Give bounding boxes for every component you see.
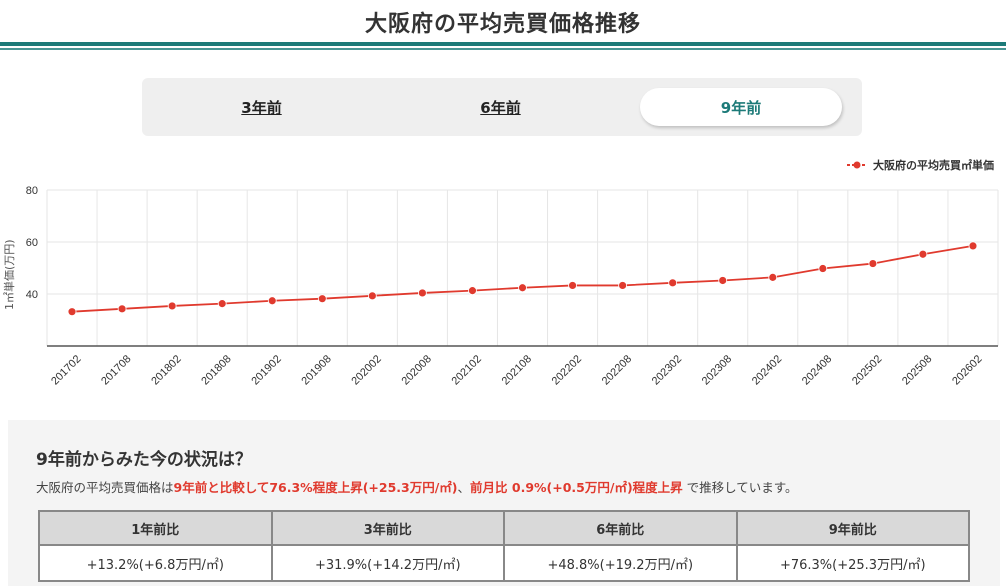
y-tick-label: 80 <box>26 185 38 197</box>
header-6y: 6年前比 <box>503 510 738 546</box>
summary-suffix: で推移しています。 <box>682 480 798 495</box>
x-tick-label: 201802 <box>149 353 183 387</box>
summary-title: 9年前からみた今の状況は？ <box>36 450 252 470</box>
data-point[interactable] <box>417 288 427 298</box>
tab-9-years[interactable]: 9年前 <box>640 88 842 126</box>
x-tick-label: 202502 <box>850 353 884 387</box>
data-point[interactable] <box>67 307 77 317</box>
data-point[interactable] <box>217 299 227 309</box>
x-tick-label: 202308 <box>700 353 734 387</box>
table-row: +13.2%(+6.8万円/㎡) +31.9%(+14.2万円/㎡) +48.8… <box>38 544 970 582</box>
data-point[interactable] <box>718 276 728 285</box>
x-tick-label: 202302 <box>650 353 684 387</box>
value-9y: +76.3%(+25.3万円/㎡) <box>735 544 970 582</box>
data-point[interactable] <box>267 296 277 306</box>
x-tick-label: 201708 <box>99 353 133 387</box>
header-9y: 9年前比 <box>735 510 970 546</box>
data-point[interactable] <box>117 304 127 314</box>
data-point[interactable] <box>918 249 928 259</box>
x-tick-label: 202202 <box>550 353 584 387</box>
data-point[interactable] <box>768 272 778 282</box>
x-tick-label: 201808 <box>199 353 233 387</box>
header-3y: 3年前比 <box>270 510 505 546</box>
data-point[interactable] <box>618 281 628 290</box>
chart-area: 大阪府の平均売買㎡単価 1㎡単価(万円) 40 60 80 201702 201708 2… <box>0 150 1006 400</box>
summary-separator: 、 <box>457 480 471 495</box>
summary-highlight-9y: 9年前と比較して76.3%程度上昇(+25.3万円/㎡) <box>173 480 458 495</box>
legend-line-marker-icon <box>847 161 867 169</box>
data-point[interactable] <box>968 241 978 251</box>
data-point[interactable] <box>868 259 878 268</box>
value-3y: +31.9%(+14.2万円/㎡) <box>270 544 505 582</box>
page-title: 大阪府の平均売買価格推移 <box>364 12 641 37</box>
data-point[interactable] <box>818 264 828 273</box>
data-point[interactable] <box>317 294 327 304</box>
x-tick-label: 202208 <box>600 353 634 387</box>
x-tick-label: 201908 <box>299 353 333 387</box>
summary-highlight-month: 前月比 0.9%(+0.5万円/㎡)程度上昇 <box>470 480 683 495</box>
value-6y: +48.8%(+19.2万円/㎡) <box>503 544 738 582</box>
x-tick-label: 202008 <box>400 353 434 387</box>
legend-label: 大阪府の平均売買㎡単価 <box>873 159 994 172</box>
data-point[interactable] <box>668 278 678 288</box>
data-point[interactable] <box>468 286 477 296</box>
x-tick-label: 202108 <box>500 353 534 387</box>
data-point[interactable] <box>167 301 177 311</box>
data-point[interactable] <box>568 281 577 290</box>
x-tick-label: 202102 <box>450 353 484 387</box>
table-header-row: 1年前比 3年前比 6年前比 9年前比 <box>38 510 970 546</box>
x-tick-label: 202408 <box>800 353 834 387</box>
x-tick-label: 202002 <box>349 353 383 387</box>
value-1y: +13.2%(+6.8万円/㎡) <box>38 544 273 582</box>
chart-legend[interactable]: 大阪府の平均売買㎡単価 <box>847 157 994 173</box>
title-rule-secondary <box>0 48 1006 50</box>
summary-prefix: 大阪府の平均売買価格は <box>36 480 174 495</box>
x-tick-label: 201702 <box>49 353 83 387</box>
x-tick-label: 202402 <box>750 353 784 387</box>
y-tick-label: 60 <box>26 237 38 249</box>
period-tabs: 3年前 6年前 9年前 <box>142 78 862 136</box>
summary-panel: 9年前からみた今の状況は？ 大阪府の平均売買価格は9年前と比較して76.3%程度… <box>8 420 1000 586</box>
x-tick-label: 201902 <box>249 353 283 387</box>
summary-text: 大阪府の平均売買価格は9年前と比較して76.3%程度上昇(+25.3万円/㎡)、… <box>36 477 798 496</box>
x-tick-label: 202602 <box>950 353 984 387</box>
title-rule <box>0 42 1006 46</box>
x-tick-label: 202508 <box>900 353 934 387</box>
header-1y: 1年前比 <box>38 510 273 546</box>
tab-3-years[interactable]: 3年前 <box>241 98 282 117</box>
y-tick-label: 40 <box>26 289 38 301</box>
comparison-table: 1年前比 3年前比 6年前比 9年前比 +13.2%(+6.8万円/㎡) +31… <box>38 510 970 582</box>
data-point[interactable] <box>518 283 527 293</box>
series-line <box>71 245 974 313</box>
tab-6-years[interactable]: 6年前 <box>480 98 521 117</box>
line-chart: 40 60 80 201702 201708 201802 201808 201902 2019… <box>26 185 999 388</box>
data-point[interactable] <box>367 291 377 301</box>
